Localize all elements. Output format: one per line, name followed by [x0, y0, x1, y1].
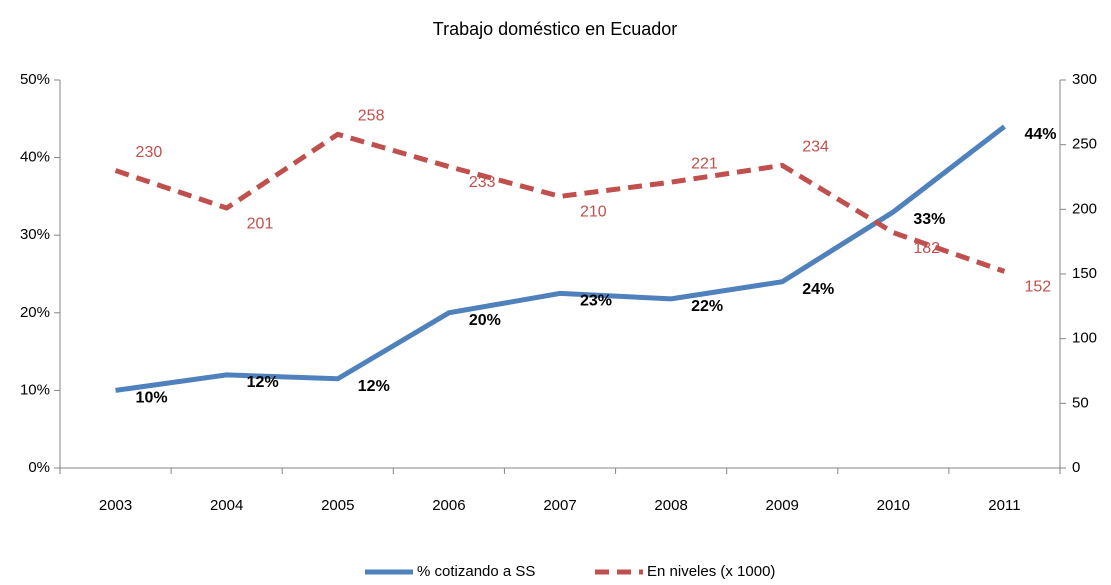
y-tick-label: 10% [20, 381, 50, 398]
data-label: 33% [913, 211, 945, 228]
y-tick-label: 40% [20, 149, 50, 166]
y2-tick-label: 250 [1072, 136, 1097, 153]
data-label: 12% [358, 378, 390, 395]
y2-tick-label: 100 [1072, 330, 1097, 347]
legend-label: En niveles (x 1000) [647, 563, 775, 580]
legend-label: % cotizando a SS [417, 563, 535, 580]
y2-tick-label: 50 [1072, 394, 1089, 411]
data-label: 20% [469, 312, 501, 329]
data-label: 201 [247, 215, 274, 232]
x-tick-label: 2011 [988, 497, 1020, 514]
y-tick-label: 20% [20, 304, 50, 321]
data-label: 233 [469, 174, 496, 191]
series-line [114, 131, 1006, 274]
y2-tick-label: 200 [1072, 200, 1097, 217]
data-label: 12% [247, 374, 279, 391]
data-label: 22% [691, 298, 723, 315]
data-label: 230 [136, 144, 163, 161]
data-label: 10% [136, 390, 168, 407]
x-tick-label: 2007 [543, 497, 576, 514]
data-label: 23% [580, 293, 612, 310]
y2-tick-label: 150 [1072, 265, 1097, 282]
data-label: 258 [358, 108, 385, 125]
series-line [115, 124, 1006, 393]
data-label: 24% [802, 281, 834, 298]
y2-tick-label: 0 [1072, 459, 1080, 476]
x-tick-label: 2003 [99, 497, 132, 514]
x-tick-label: 2009 [766, 497, 799, 514]
x-tick-label: 2006 [432, 497, 465, 514]
data-label: 234 [802, 139, 829, 156]
chart-title: Trabajo doméstico en Ecuador [433, 19, 677, 39]
x-tick-label: 2004 [210, 497, 243, 514]
x-tick-label: 2010 [877, 497, 910, 514]
data-label: 152 [1024, 279, 1051, 296]
data-label: 221 [691, 155, 718, 172]
data-label: 182 [913, 240, 940, 257]
data-label: 210 [580, 204, 607, 221]
y-tick-label: 30% [20, 226, 50, 243]
y-tick-label: 50% [20, 71, 50, 88]
y2-tick-label: 300 [1072, 71, 1097, 88]
data-label: 44% [1024, 126, 1056, 143]
x-tick-label: 2008 [654, 497, 687, 514]
y-tick-label: 0% [28, 459, 50, 476]
x-tick-label: 2005 [321, 497, 354, 514]
